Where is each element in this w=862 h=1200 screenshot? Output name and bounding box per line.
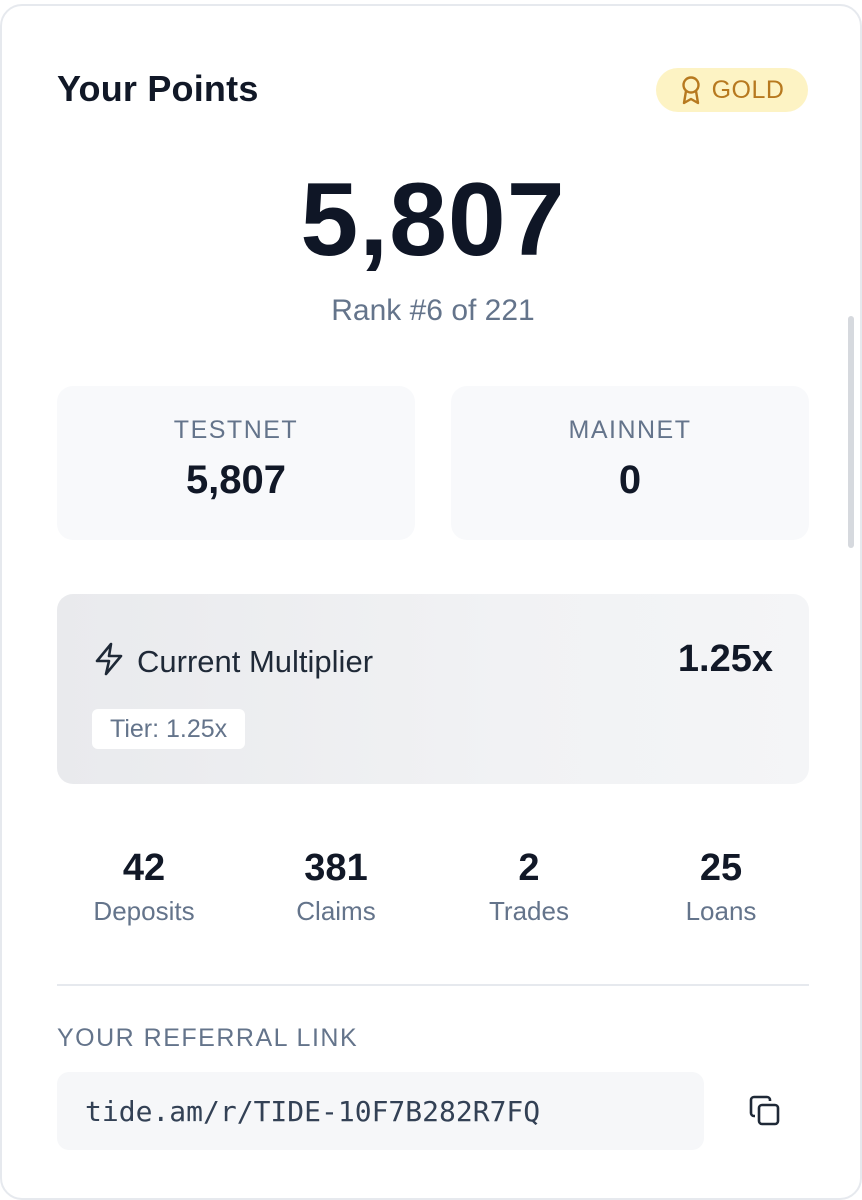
- stat-loans: 25 Loans: [621, 846, 821, 927]
- stat-label: Loans: [685, 896, 757, 926]
- multiplier-panel: Current Multiplier 1.25x Tier: 1.25x: [57, 594, 809, 784]
- stat-claims: 381 Claims: [236, 846, 436, 927]
- copy-button[interactable]: [742, 1090, 788, 1136]
- tier-pill: Tier: 1.25x: [92, 709, 246, 749]
- mainnet-box: MAINNET 0: [451, 386, 809, 540]
- stat-deposits: 42 Deposits: [44, 846, 244, 927]
- award-ribbon-icon: [680, 75, 702, 105]
- lightning-bolt-icon: [93, 642, 125, 681]
- testnet-value: 5,807: [185, 458, 287, 502]
- mainnet-label: MAINNET: [568, 416, 692, 444]
- multiplier-header: Current Multiplier: [93, 642, 373, 681]
- stat-value: 25: [699, 847, 743, 889]
- tier-badge: GOLD: [656, 68, 808, 112]
- stat-value: 2: [518, 847, 540, 889]
- copy-icon[interactable]: [747, 1093, 783, 1134]
- rank-text: Rank #6 of 221: [331, 294, 535, 327]
- mainnet-value: 0: [618, 458, 642, 502]
- referral-link-field[interactable]: tide.am/r/TIDE-10F7B282R7FQ: [57, 1072, 704, 1150]
- divider: [57, 984, 809, 986]
- testnet-box: TESTNET 5,807: [57, 386, 415, 540]
- referral-link-text[interactable]: tide.am/r/TIDE-10F7B282R7FQ: [85, 1094, 541, 1128]
- stat-value: 381: [304, 847, 368, 889]
- multiplier-label: Current Multiplier: [137, 643, 374, 679]
- stat-label: Trades: [489, 896, 569, 926]
- referral-label: YOUR REFERRAL LINK: [57, 1024, 359, 1052]
- stat-label: Deposits: [93, 896, 195, 926]
- scrollbar[interactable]: [848, 316, 854, 548]
- stat-value: 42: [122, 847, 166, 889]
- total-points: 5,807: [300, 162, 566, 278]
- testnet-label: TESTNET: [173, 416, 299, 444]
- stat-label: Claims: [296, 896, 376, 926]
- card-title: Your Points: [57, 68, 259, 109]
- multiplier-value: 1.25x: [677, 638, 773, 680]
- stat-trades: 2 Trades: [429, 846, 629, 927]
- points-card: Your Points GOLD 5,807 Rank #6 of 221 TE…: [0, 4, 862, 1200]
- badge-label: GOLD: [711, 75, 785, 104]
